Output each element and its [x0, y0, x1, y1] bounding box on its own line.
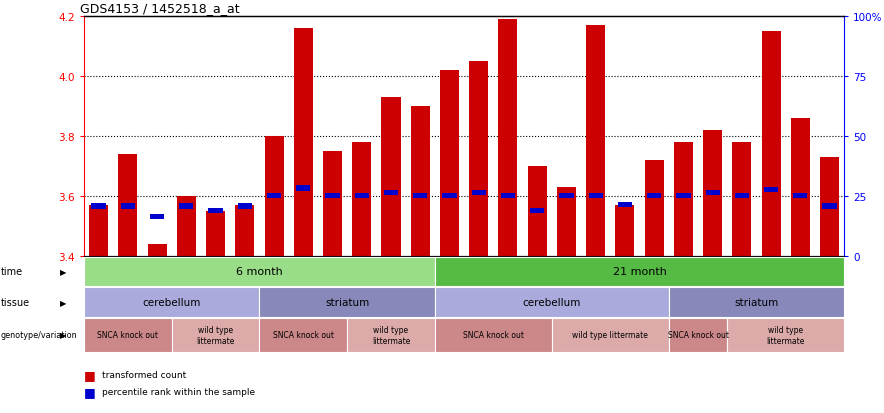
Bar	[644, 160, 664, 256]
Bar	[413, 193, 427, 199]
Text: SNCA knock out: SNCA knock out	[463, 331, 524, 339]
Text: ■: ■	[84, 368, 95, 382]
Bar	[440, 71, 459, 256]
Bar	[293, 28, 313, 256]
Bar	[560, 193, 574, 199]
Bar	[647, 193, 661, 199]
Text: striatum: striatum	[325, 297, 370, 307]
Bar	[382, 97, 400, 256]
Text: SNCA knock out: SNCA knock out	[667, 331, 728, 339]
Bar	[589, 193, 603, 199]
Bar	[676, 193, 690, 199]
Bar	[325, 193, 339, 199]
Bar	[209, 209, 223, 214]
Bar	[822, 204, 837, 209]
Text: ▶: ▶	[60, 298, 67, 307]
Bar	[703, 131, 722, 256]
Bar	[557, 187, 576, 256]
Text: ▶: ▶	[60, 331, 67, 339]
Text: SNCA knock out: SNCA knock out	[273, 331, 334, 339]
Bar	[264, 136, 284, 256]
Bar	[471, 190, 486, 196]
Text: 21 month: 21 month	[613, 267, 667, 277]
Bar	[528, 166, 546, 256]
Text: genotype/variation: genotype/variation	[1, 331, 78, 339]
Bar	[501, 193, 515, 199]
Text: SNCA knock out: SNCA knock out	[97, 331, 158, 339]
Text: wild type
littermate: wild type littermate	[372, 325, 410, 345]
Text: transformed count: transformed count	[102, 370, 186, 380]
Text: 6 month: 6 month	[236, 267, 283, 277]
Bar	[530, 209, 545, 214]
Text: time: time	[1, 267, 23, 277]
Bar	[732, 142, 751, 256]
Bar	[354, 193, 369, 199]
Bar	[793, 193, 807, 199]
Bar	[352, 142, 371, 256]
Bar	[705, 190, 720, 196]
Bar	[267, 193, 281, 199]
Bar	[296, 186, 310, 191]
Bar	[411, 107, 430, 256]
Bar	[179, 204, 194, 209]
Bar	[615, 205, 635, 256]
Text: wild type
littermate: wild type littermate	[196, 325, 235, 345]
Bar	[764, 188, 778, 193]
Text: striatum: striatum	[735, 297, 779, 307]
Text: ■: ■	[84, 385, 95, 398]
Text: cerebellum: cerebellum	[522, 297, 581, 307]
Bar	[323, 151, 342, 256]
Bar	[469, 62, 488, 256]
Bar	[442, 193, 457, 199]
Text: wild type littermate: wild type littermate	[572, 331, 648, 339]
Bar	[618, 202, 632, 208]
Bar	[384, 190, 398, 196]
Bar	[735, 193, 749, 199]
Bar	[118, 154, 137, 256]
Bar	[89, 205, 108, 256]
Bar	[177, 196, 196, 256]
Text: ▶: ▶	[60, 267, 67, 276]
Text: GDS4153 / 1452518_a_at: GDS4153 / 1452518_a_at	[80, 2, 240, 15]
Bar	[820, 157, 839, 256]
Text: cerebellum: cerebellum	[142, 297, 201, 307]
Bar	[791, 119, 810, 256]
Bar	[206, 211, 225, 256]
Bar	[674, 142, 693, 256]
Bar	[148, 244, 166, 256]
Bar	[238, 204, 252, 209]
Bar	[499, 19, 517, 256]
Bar	[586, 26, 606, 256]
Bar	[762, 31, 781, 256]
Bar	[91, 204, 106, 209]
Bar	[150, 214, 164, 220]
Text: wild type
littermate: wild type littermate	[766, 325, 805, 345]
Text: percentile rank within the sample: percentile rank within the sample	[102, 387, 255, 396]
Bar	[121, 204, 135, 209]
Bar	[235, 205, 255, 256]
Text: tissue: tissue	[1, 297, 30, 307]
